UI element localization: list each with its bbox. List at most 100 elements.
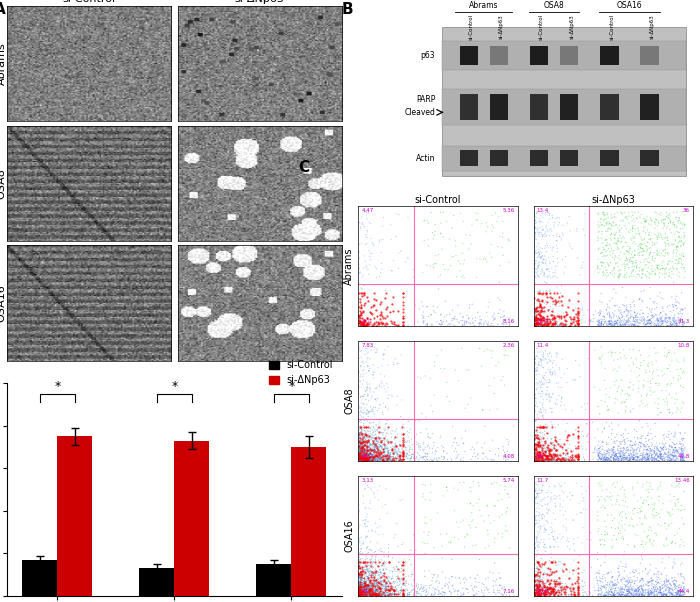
Point [573, 423, 584, 432]
Point [643, 456, 655, 466]
Point [620, 397, 631, 407]
Point [563, 590, 574, 600]
Point [530, 571, 541, 580]
Point [485, 518, 496, 528]
Point [624, 249, 635, 258]
Point [663, 447, 674, 457]
Point [533, 591, 544, 600]
Point [370, 590, 382, 600]
Point [353, 380, 364, 390]
Point [498, 451, 510, 461]
Point [380, 583, 391, 592]
Point [363, 588, 374, 597]
Point [531, 569, 542, 579]
Point [356, 456, 368, 465]
Point [360, 580, 372, 590]
Point [399, 455, 410, 464]
Point [536, 588, 547, 598]
Point [354, 581, 365, 591]
Point [366, 557, 377, 566]
Point [621, 246, 632, 256]
Point [532, 315, 543, 325]
Point [536, 585, 547, 595]
Point [643, 525, 654, 535]
Point [372, 455, 383, 465]
Point [656, 588, 667, 598]
Point [502, 526, 513, 536]
Point [624, 257, 635, 267]
Point [367, 580, 378, 590]
Point [533, 303, 544, 312]
Point [596, 318, 607, 327]
Point [357, 585, 368, 594]
Point [596, 319, 607, 329]
Point [363, 449, 374, 459]
Point [631, 312, 643, 322]
Point [358, 453, 369, 463]
Point [360, 586, 371, 595]
Point [662, 452, 673, 462]
Point [366, 455, 377, 465]
Point [541, 454, 552, 464]
Point [547, 445, 558, 455]
Point [612, 577, 623, 587]
Point [383, 551, 394, 561]
Point [390, 354, 401, 364]
Point [365, 586, 376, 596]
Point [367, 588, 378, 598]
Point [624, 314, 636, 323]
Point [619, 435, 630, 444]
Point [539, 453, 550, 463]
Point [528, 320, 540, 329]
Point [630, 258, 641, 267]
Point [676, 217, 687, 227]
Point [599, 582, 610, 591]
Point [541, 508, 552, 518]
Point [363, 569, 374, 579]
Point [357, 586, 368, 596]
Point [666, 591, 678, 600]
Point [353, 583, 364, 593]
Point [458, 515, 469, 525]
Point [538, 319, 550, 329]
Point [533, 358, 545, 367]
Point [558, 321, 569, 331]
Point [363, 319, 374, 329]
Point [360, 455, 372, 465]
Point [531, 370, 542, 379]
Point [671, 355, 682, 365]
Point [678, 249, 689, 259]
Point [673, 587, 684, 597]
Point [362, 453, 373, 462]
Point [533, 486, 544, 495]
Point [573, 316, 584, 326]
Point [625, 436, 636, 446]
Point [379, 450, 391, 460]
Point [365, 569, 377, 579]
Point [357, 437, 368, 447]
Point [366, 309, 377, 319]
Point [609, 231, 620, 240]
Point [628, 315, 639, 324]
Point [627, 224, 638, 234]
Point [480, 586, 491, 595]
Point [546, 583, 557, 593]
Point [644, 589, 655, 599]
Point [370, 451, 382, 461]
Point [407, 567, 418, 577]
Point [365, 585, 377, 595]
Point [393, 574, 404, 583]
Point [400, 578, 411, 588]
Point [602, 455, 613, 464]
Point [583, 587, 594, 597]
Point [354, 294, 365, 303]
Point [369, 591, 380, 600]
Point [678, 449, 689, 459]
Point [543, 570, 554, 580]
Point [545, 450, 556, 459]
Point [354, 443, 365, 453]
Point [536, 217, 547, 227]
Point [533, 320, 545, 329]
Point [628, 313, 639, 323]
Point [538, 582, 550, 591]
